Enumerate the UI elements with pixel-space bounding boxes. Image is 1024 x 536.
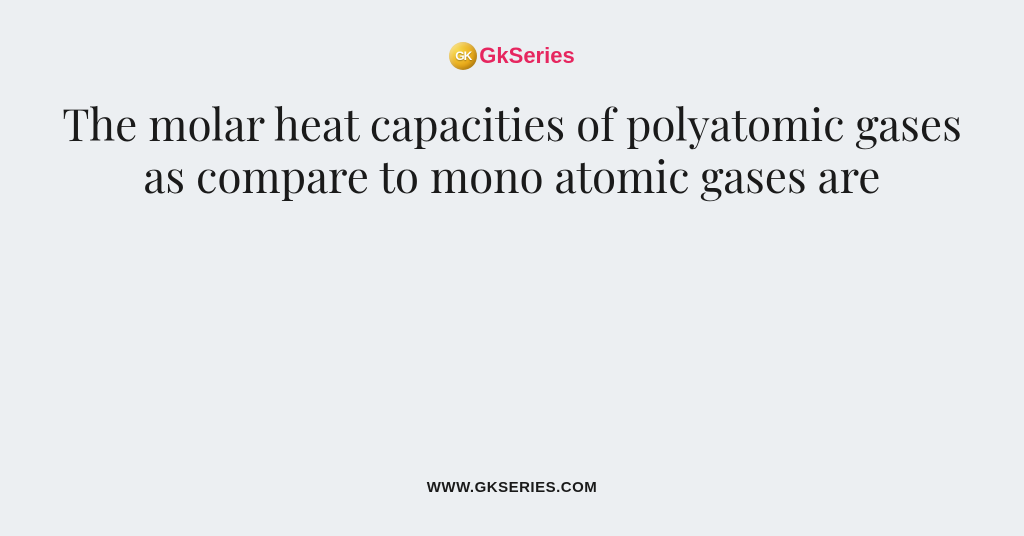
logo-badge-text: GK <box>455 49 471 63</box>
logo: GK GkSeries <box>449 42 574 70</box>
logo-brand-text: GkSeries <box>479 43 574 69</box>
logo-text-series: Series <box>509 43 575 68</box>
logo-badge-icon: GK <box>449 42 477 70</box>
question-heading: The molar heat capacities of polyatomic … <box>52 98 972 202</box>
logo-text-gk: Gk <box>479 43 508 68</box>
footer-url: WWW.GKSERIES.COM <box>427 479 598 496</box>
